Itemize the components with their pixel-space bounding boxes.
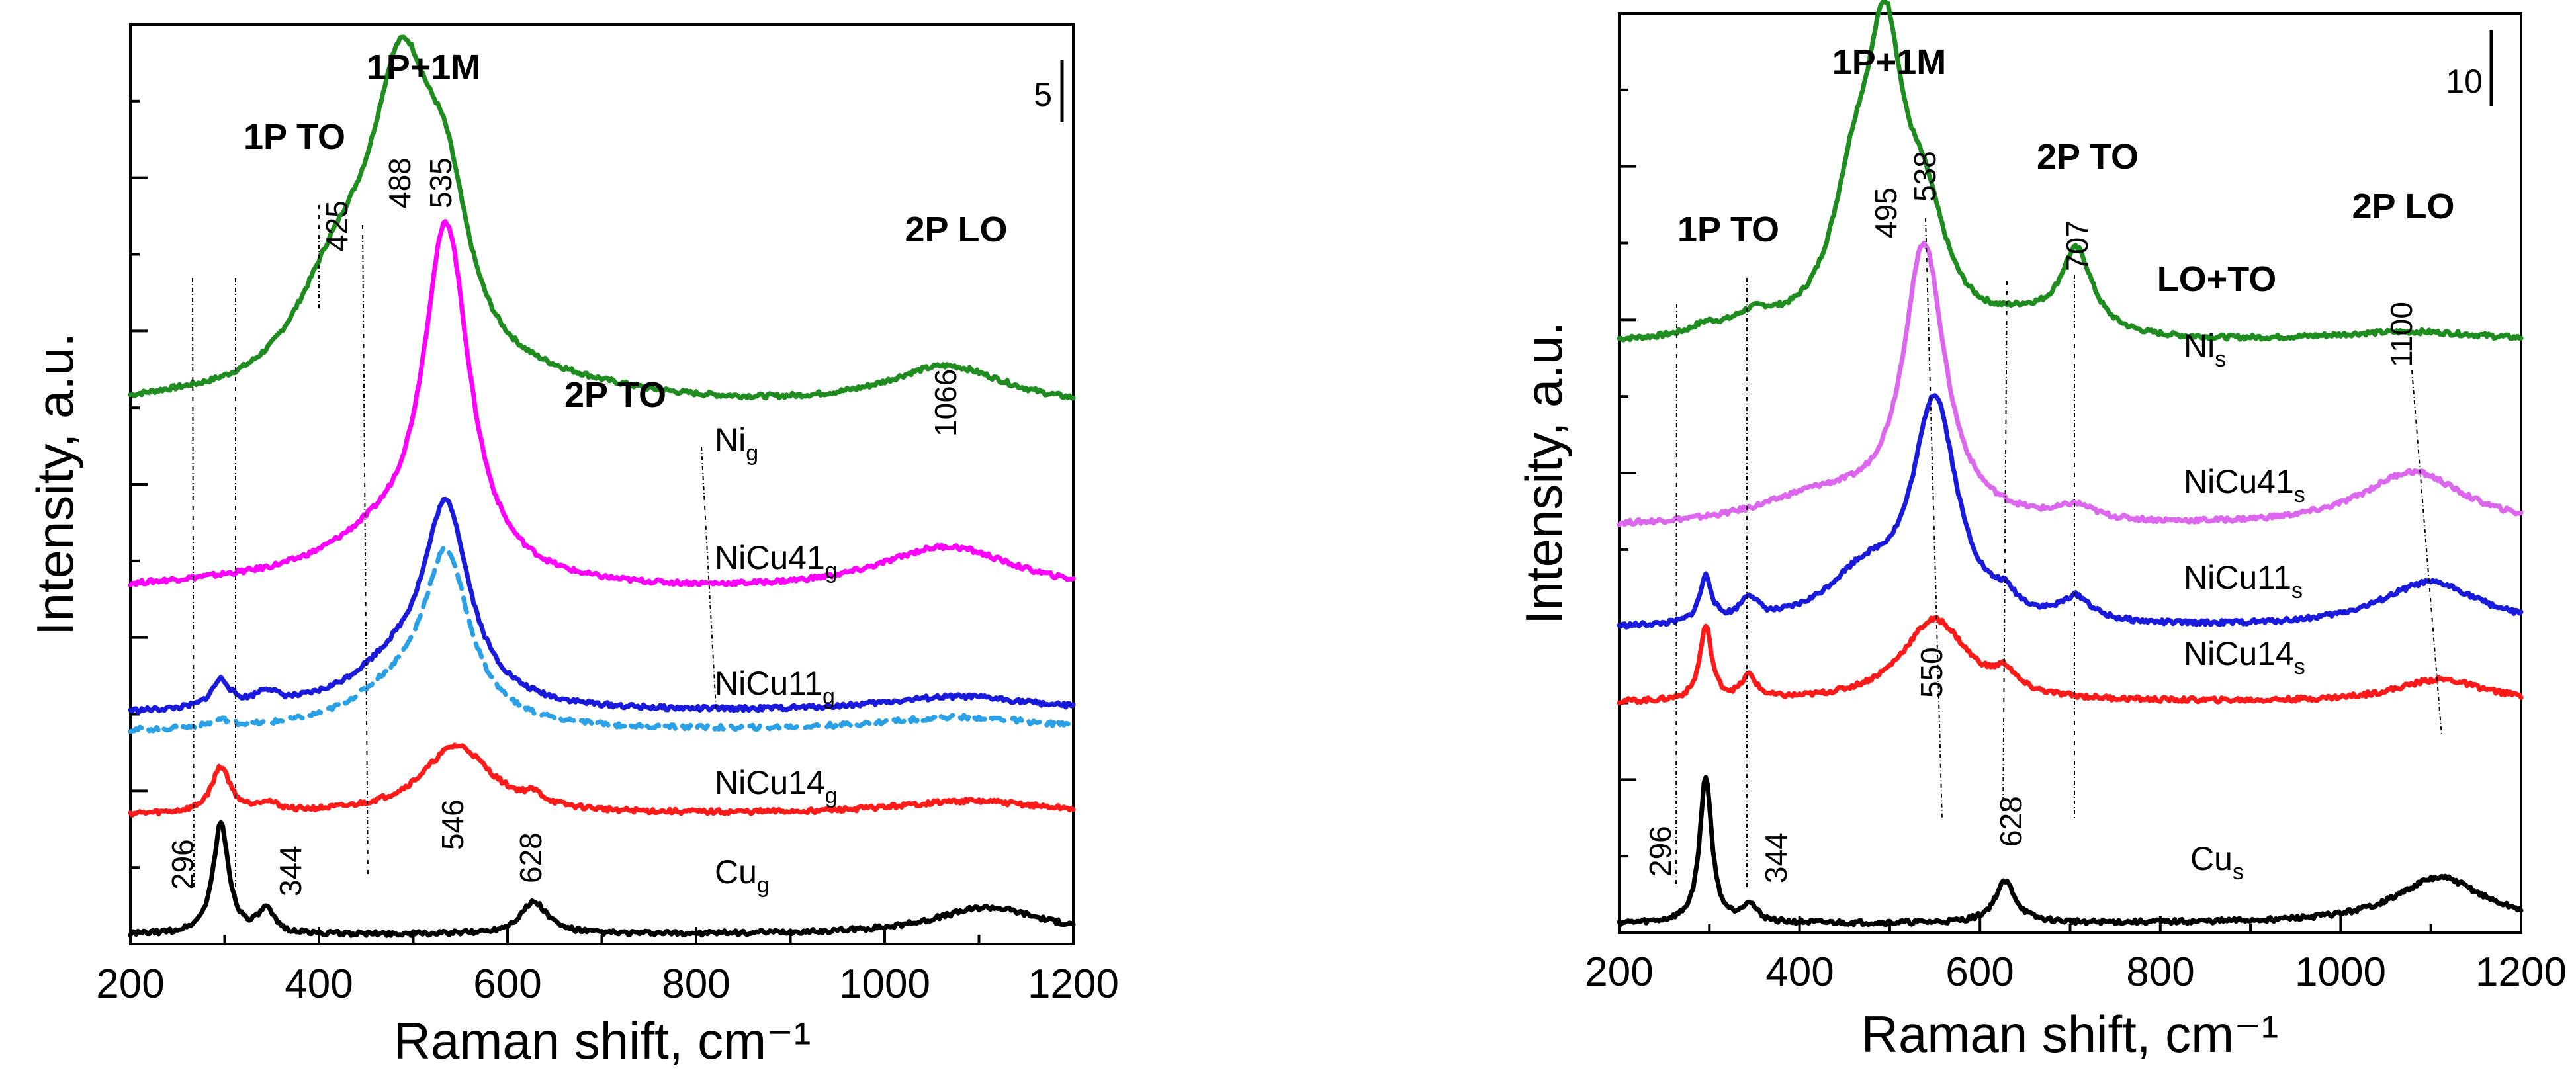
left-band-label-2p-lo: 2P LO [905,210,1007,249]
left-trace-label-cu-name: Cu [715,853,757,890]
left-peak-label-628: 628 [513,832,548,883]
left-panel: 200 400 600 800 1000 1200 Raman shift, c… [26,23,1119,1070]
right-band-label-2p-lo: 2P LO [2352,187,2454,226]
right-x-axis-title: Raman shift, cm⁻¹ [1861,1005,2279,1063]
right-tick-label-400: 400 [1765,949,1834,995]
right-trace-label-nicu14: NiCu14s [2184,635,2305,679]
left-peak-label-344: 344 [273,845,308,896]
right-trace-label-nicu14-name: NiCu14 [2184,635,2294,672]
right-tick-label-1200: 1200 [2475,949,2567,995]
right-tick-label-800: 800 [2126,949,2194,995]
right-peak-label-495: 495 [1869,187,1903,238]
right-peak-label-707: 707 [2060,220,2094,271]
left-peak-label-1066: 1066 [928,369,963,437]
left-series-group [128,34,1076,938]
left-trace-label-nicu14-name: NiCu14 [715,764,825,801]
right-tick-label-200: 200 [1585,949,1653,995]
right-series-cu [1617,775,2524,928]
right-guide-line-3 [2002,281,2008,821]
left-peak-label-535: 535 [423,157,458,208]
right-trace-label-nicu11-name: NiCu11 [2184,559,2291,596]
right-guide-line-0 [1675,304,1677,890]
left-trace-label-nicu41-name: NiCu41 [715,539,825,576]
left-trace-label-cu-sub: g [757,873,770,898]
left-band-label-2p-to: 2P TO [564,375,666,415]
right-trace-label-cu-sub: s [2233,859,2244,885]
right-guide-lines [1675,218,2442,890]
left-series-cu [128,820,1076,938]
right-band-label-1p1m: 1P+1M [1832,42,1947,82]
left-peak-label-546: 546 [435,799,470,850]
right-panel: 200 400 600 800 1000 1200 Raman shift, c… [1515,0,2567,1063]
left-guide-lines [192,205,717,890]
left-guide-line-0 [192,277,195,890]
left-series-nicu11 [128,496,1076,715]
right-guide-line-5 [2411,370,2442,736]
left-band-label-1p-to: 1P TO [244,117,345,157]
right-trace-label-ni-name: Ni [2184,327,2215,365]
right-scale-bar-label: 10 [2446,63,2483,100]
left-series-nicu41 [128,219,1076,588]
left-trace-label-nicu11-name: NiCu11 [715,665,822,702]
left-trace-label-nicu41-sub: g [825,558,838,584]
left-series-nicu14 [128,742,1076,818]
right-trace-label-nicu11: NiCu11s [2184,559,2303,603]
right-trace-label-nicu41-name: NiCu41 [2184,463,2294,500]
left-peak-label-296: 296 [165,839,200,890]
left-tick-label-1000: 1000 [839,961,930,1007]
left-trace-label-nicu41: NiCu41g [715,539,838,584]
right-trace-label-ni: Nis [2184,327,2226,372]
right-trace-label-nicu14-sub: s [2294,654,2305,679]
right-trace-label-nicu11-sub: s [2291,578,2303,603]
right-peak-label-296: 296 [1643,826,1677,877]
right-band-label-1p-to: 1P TO [1677,210,1779,249]
left-trace-label-nicu11: NiCu11g [715,665,835,709]
right-band-label-lo-to: LO+TO [2157,259,2277,299]
right-peak-label-628: 628 [1994,796,2028,847]
left-tick-label-800: 800 [662,961,730,1007]
right-trace-label-nicu41-sub: s [2294,482,2305,507]
left-trace-label-nicu14: NiCu14g [715,764,838,808]
left-y-axis-title: Intensity, a.u. [26,333,84,636]
left-trace-label-nicu14-sub: g [825,783,838,808]
right-trace-label-nicu41: NiCu41s [2184,463,2305,507]
left-peak-label-425: 425 [320,200,354,251]
left-guide-line-2 [362,224,369,877]
left-peak-label-488: 488 [382,157,417,208]
left-tick-label-200: 200 [96,961,164,1007]
right-tick-label-1000: 1000 [2295,949,2386,995]
right-peak-label-538: 538 [1908,151,1942,202]
right-trace-label-ni-sub: s [2215,347,2226,372]
left-tick-label-1200: 1200 [1028,961,1119,1007]
right-peak-label-344: 344 [1759,832,1793,883]
left-band-label-1p1m: 1P+1M [367,48,481,87]
left-x-axis-title: Raman shift, cm⁻¹ [394,1012,811,1070]
left-tick-label-400: 400 [285,961,353,1007]
right-series-group [1617,0,2524,928]
right-band-label-2p-to: 2P TO [2037,137,2139,177]
right-tick-label-600: 600 [1945,949,2014,995]
left-series-dashed-dashed [128,545,1076,734]
left-series-ni [128,34,1076,401]
right-trace-label-cu: Cus [2190,840,2244,885]
right-trace-label-cu-name: Cu [2190,840,2233,877]
left-tick-label-600: 600 [473,961,541,1007]
left-guide-line-3 [701,446,717,709]
left-trace-label-nicu11-sub: g [822,684,835,709]
right-series-nicu14 [1617,615,2524,705]
left-trace-label-cu: Cug [715,853,770,898]
right-guide-line-2 [1925,218,1943,821]
right-peak-label-550: 550 [1914,647,1949,698]
right-peak-label-1100: 1100 [2384,302,2419,367]
left-trace-label-ni-name: Ni [715,421,746,458]
right-y-axis-title: Intensity, a.u. [1515,322,1573,625]
right-series-ni [1617,0,2524,343]
right-series-nicu11 [1617,393,2524,630]
right-series-nicu41 [1617,240,2524,527]
left-trace-label-ni: Nig [715,421,758,466]
left-trace-label-ni-sub: g [746,441,758,466]
left-scale-bar-label: 5 [1034,76,1052,113]
